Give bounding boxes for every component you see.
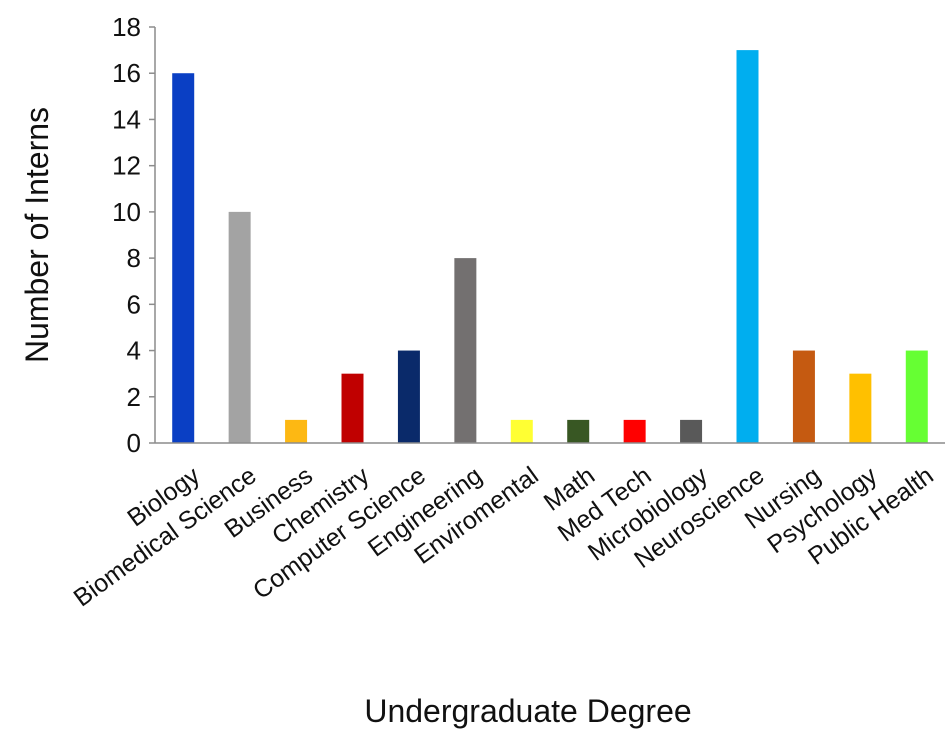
bar-biomedical-science [228, 211, 251, 443]
bars-group [172, 50, 928, 443]
y-tick-label: 8 [127, 243, 141, 273]
x-axis-title: Undergraduate Degree [364, 693, 691, 729]
bar-public-health [905, 350, 928, 443]
y-tick-label: 16 [112, 58, 141, 88]
bar-med-tech [623, 419, 646, 443]
y-tick-label: 6 [127, 289, 141, 319]
y-tick-label: 18 [112, 12, 141, 42]
y-axis-title: Number of Interns [19, 107, 55, 363]
y-tick-label: 14 [112, 104, 141, 134]
bar-chemistry [341, 373, 364, 443]
bar-math [567, 419, 590, 443]
y-tick-label: 4 [127, 336, 141, 366]
y-tick-label: 12 [112, 151, 141, 181]
y-tick-label: 0 [127, 428, 141, 458]
bar-microbiology [680, 419, 703, 443]
bar-business [285, 419, 308, 443]
y-tick-label: 10 [112, 197, 141, 227]
bar-biology [172, 73, 195, 443]
bar-psychology [849, 373, 872, 443]
y-axis: 0 2 4 6 8 10 12 14 16 18 [112, 12, 155, 458]
bar-engineering [454, 258, 477, 443]
bar-computer-science [397, 350, 420, 443]
y-tick-label: 2 [127, 382, 141, 412]
bar-enviromental [510, 419, 533, 443]
bar-neuroscience [736, 50, 759, 443]
bar-nursing [792, 350, 815, 443]
